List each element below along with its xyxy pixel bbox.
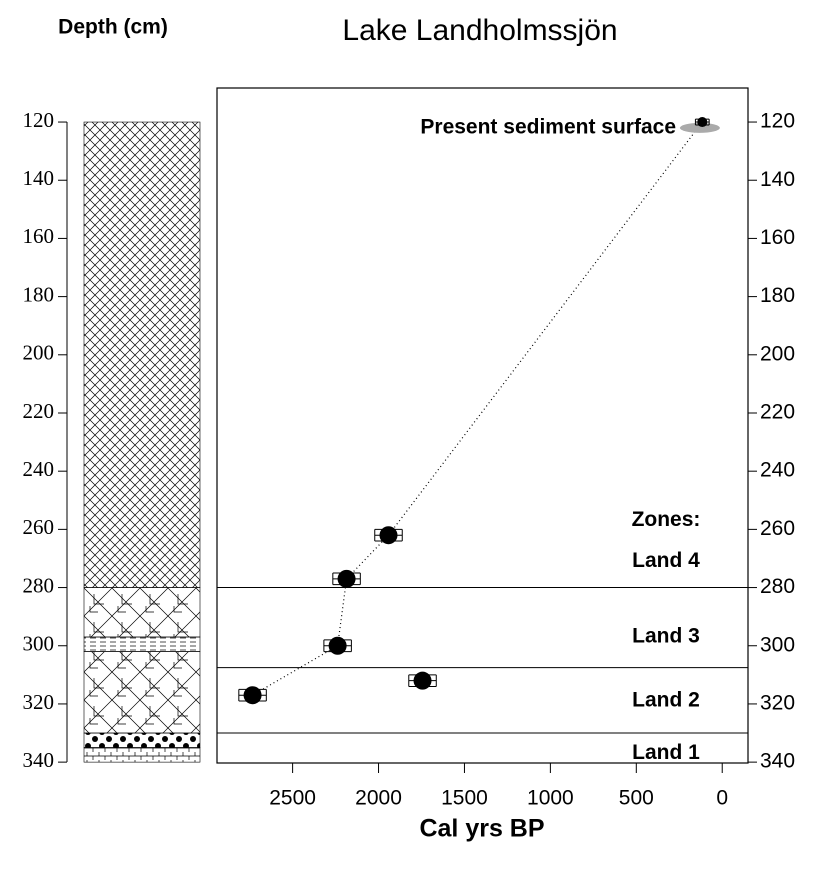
data-point xyxy=(697,117,708,128)
x-tick-label: 2000 xyxy=(355,787,402,810)
left-tick-label: 120 xyxy=(23,108,55,132)
zone-label: Land 4 xyxy=(632,549,700,572)
lithology-unit xyxy=(83,121,201,588)
right-tick-label: 300 xyxy=(760,633,795,656)
right-tick-label: 180 xyxy=(760,284,795,307)
zone-label: Land 1 xyxy=(632,741,700,764)
age-depth-model xyxy=(252,121,703,696)
right-tick-label: 200 xyxy=(760,342,795,365)
right-tick-label: 120 xyxy=(760,110,795,133)
lithology-unit xyxy=(83,651,201,734)
x-axis-label: Cal yrs BP xyxy=(419,815,544,843)
left-tick-label: 260 xyxy=(23,515,55,539)
left-tick-label: 340 xyxy=(23,748,55,772)
x-tick-label: 500 xyxy=(619,787,654,810)
lithology-unit xyxy=(83,636,201,652)
left-tick-label: 240 xyxy=(23,457,55,481)
right-tick-label: 280 xyxy=(760,575,795,598)
data-point xyxy=(328,636,347,655)
left-tick-label: 320 xyxy=(23,690,55,714)
right-tick-label: 140 xyxy=(760,168,795,191)
data-point xyxy=(413,671,432,690)
data-point xyxy=(337,569,356,588)
lithology-unit xyxy=(83,747,201,763)
right-tick-label: 340 xyxy=(760,750,795,773)
y-axis-label: Depth (cm) xyxy=(58,16,168,39)
right-tick-label: 240 xyxy=(760,459,795,482)
x-tick-label: 1000 xyxy=(527,787,574,810)
right-tick-label: 160 xyxy=(760,226,795,249)
left-tick-label: 160 xyxy=(23,224,55,248)
zones-title: Zones: xyxy=(632,508,701,531)
zone-label: Land 3 xyxy=(632,625,700,648)
x-tick-label: 2500 xyxy=(269,787,316,810)
right-tick-label: 220 xyxy=(760,401,795,424)
lithology-unit xyxy=(83,587,201,638)
right-tick-label: 320 xyxy=(760,691,795,714)
x-tick-label: 0 xyxy=(716,787,728,810)
right-tick-label: 260 xyxy=(760,517,795,540)
left-tick-label: 300 xyxy=(23,632,55,656)
left-tick-label: 200 xyxy=(23,341,55,365)
chart-title: Lake Landholmssjön xyxy=(342,14,617,47)
annotation: Present sediment surface xyxy=(420,115,676,138)
left-tick-label: 180 xyxy=(23,282,55,306)
plot-frame xyxy=(216,87,749,764)
left-tick-label: 280 xyxy=(23,573,55,597)
zone-label: Land 2 xyxy=(632,689,700,712)
data-point xyxy=(379,526,398,545)
x-tick-label: 1500 xyxy=(441,787,488,810)
left-tick-label: 220 xyxy=(23,399,55,423)
lithology-unit xyxy=(83,732,201,748)
data-point xyxy=(243,686,262,705)
surface-marker xyxy=(679,122,720,133)
left-tick-label: 140 xyxy=(23,166,55,190)
